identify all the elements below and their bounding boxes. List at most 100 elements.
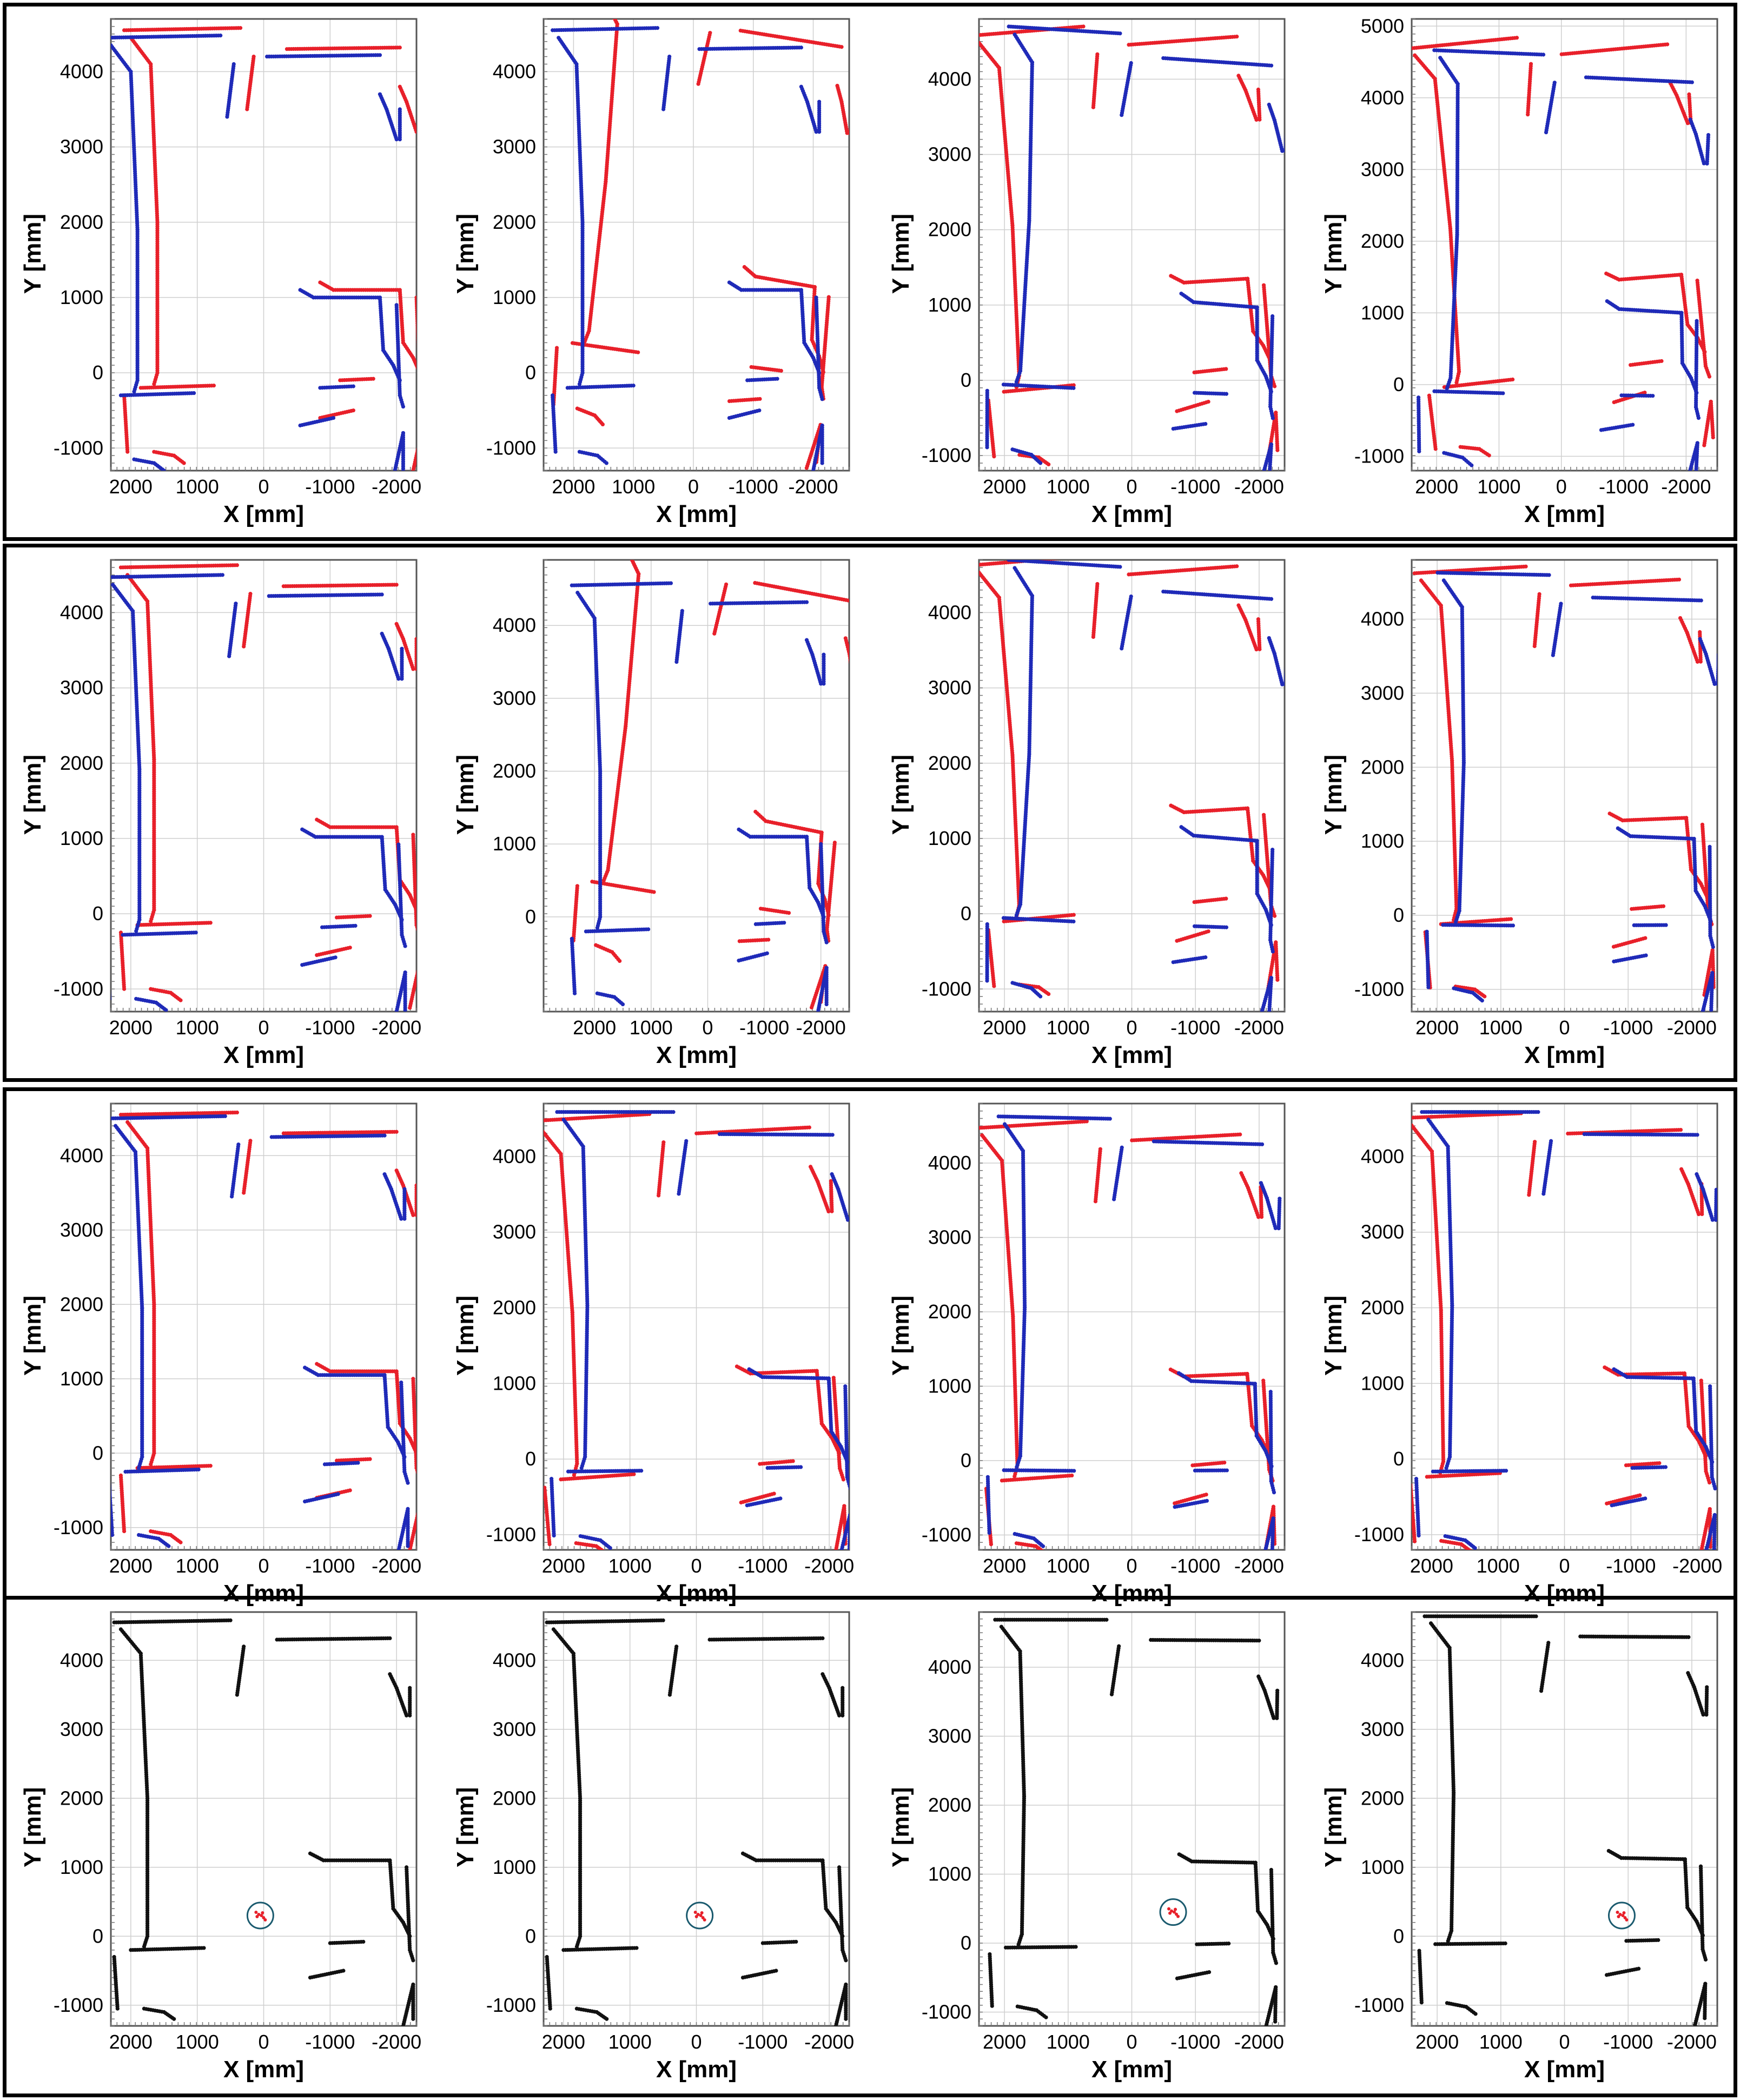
scan-point: [417, 362, 421, 366]
scan-point: [1284, 135, 1285, 137]
scan-point: [103, 418, 107, 422]
y-tick-label: 0: [1393, 373, 1404, 395]
y-tick-label: 1000: [928, 294, 971, 316]
scan-point: [848, 131, 849, 136]
scan-point: [105, 446, 109, 450]
scan-point: [1268, 471, 1272, 475]
chart-r1c4: 2000 1000 0 -1000 -2000 -1000 0 1000 2000 3000 400…: [1320, 15, 1718, 527]
row-frame-4: [3, 1596, 1737, 2097]
scan-point: [850, 115, 854, 118]
scan-point: [416, 445, 420, 449]
scan-point: [419, 432, 423, 436]
scan-point: [683, 0, 686, 2]
scan-point: [103, 416, 107, 420]
y-tick-label: 0: [525, 361, 536, 384]
scan-point: [103, 410, 107, 413]
scan-point: [418, 113, 422, 116]
scan-point: [378, 53, 382, 57]
scan-point: [1271, 416, 1275, 420]
scan-point: [417, 369, 421, 373]
y-tick-label: 3000: [60, 136, 103, 158]
scan-point: [421, 459, 425, 463]
scan-point: [418, 384, 421, 387]
scan-point: [104, 438, 108, 441]
y-tick-label: -1000: [486, 437, 536, 459]
scan-point: [1254, 117, 1259, 122]
scan-point: [417, 358, 421, 362]
y-tick-label: 2000: [493, 211, 536, 233]
scan-point: [611, 14, 615, 18]
scan-point: [421, 432, 425, 436]
scan-point: [102, 401, 106, 405]
scan-point: [104, 435, 108, 439]
scan-point: [421, 426, 425, 430]
scan-point: [104, 440, 108, 444]
x-tick-label: 2000: [1415, 476, 1458, 498]
scan-point: [1406, 47, 1410, 50]
scan-point: [851, 104, 855, 108]
scan-point: [103, 420, 107, 424]
scan-point: [851, 102, 855, 105]
scan-point: [421, 437, 425, 440]
scan-point: [1285, 119, 1289, 123]
series-scan-a: [122, 26, 425, 471]
scan-point: [421, 397, 425, 401]
scan-point: [1275, 448, 1280, 452]
y-tick-label: 1000: [493, 286, 536, 308]
scan-point: [849, 123, 853, 127]
scan-point: [1081, 24, 1086, 29]
scan-points: [102, 26, 425, 471]
scan-point: [1685, 121, 1690, 126]
scan-point: [418, 439, 422, 443]
y-tick-label: 4000: [60, 60, 103, 82]
y-tick-label: 3000: [928, 143, 971, 166]
series-scan-a: [551, 0, 855, 470]
scan-point: [577, 382, 582, 386]
y-tick-label: -1000: [54, 437, 103, 459]
x-tick-label: 2000: [983, 476, 1026, 498]
scan-point: [417, 365, 421, 368]
scan-point: [850, 117, 854, 121]
scan-point: [1526, 113, 1530, 117]
scan-point: [1258, 117, 1262, 122]
scan-point: [680, 0, 684, 2]
scan-point: [799, 45, 803, 50]
scan-point: [105, 458, 109, 461]
scan-point: [105, 453, 109, 457]
x-tick-label: -1000: [305, 476, 355, 498]
x-tick-label: -2000: [1234, 476, 1284, 498]
x-tick-label: 0: [688, 476, 699, 498]
scan-point: [661, 107, 666, 111]
scan-point: [1707, 374, 1712, 379]
scan-point: [1273, 384, 1277, 388]
scan-point: [418, 386, 422, 389]
scan-point: [1284, 141, 1285, 144]
scan-point: [418, 386, 422, 389]
scan-point: [398, 137, 402, 142]
scan-point: [1433, 447, 1438, 451]
scan-points: [551, 0, 855, 471]
scan-point: [104, 36, 108, 39]
scan-point: [418, 441, 421, 445]
scan-point: [416, 336, 420, 340]
scan-point: [418, 117, 422, 121]
x-tick-label: 1000: [612, 476, 655, 498]
scan-point: [418, 106, 422, 110]
scan-point: [1454, 380, 1459, 385]
series-scan-b: [1416, 48, 1711, 471]
scan-point: [1285, 123, 1289, 127]
scan-point: [604, 461, 608, 465]
scan-point: [394, 137, 399, 142]
scan-point: [416, 339, 420, 342]
scan-point: [1014, 380, 1018, 384]
y-tick-label: 1000: [1361, 301, 1404, 323]
scan-point: [1665, 42, 1670, 47]
scan-point: [1284, 133, 1285, 135]
scan-point: [685, 0, 689, 2]
scan-point: [553, 450, 558, 454]
scan-point: [845, 131, 849, 135]
scan-point: [676, 0, 680, 1]
y-tick-label: 3000: [1361, 158, 1404, 180]
y-tick-label: 2000: [60, 211, 103, 233]
scan-point: [418, 379, 421, 383]
